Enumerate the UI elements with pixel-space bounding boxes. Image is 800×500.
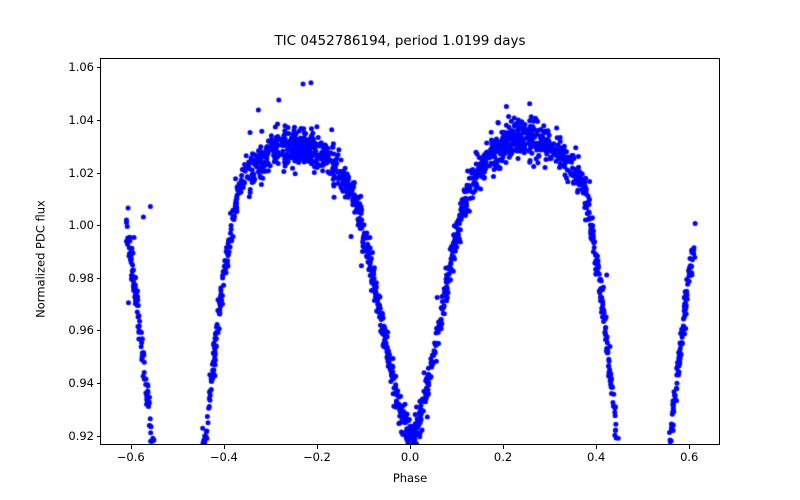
x-tick-label: 0.6 (680, 450, 699, 464)
y-tick-label: 0.92 (68, 428, 94, 443)
y-tick-label: 1.02 (68, 165, 94, 180)
y-tick-mark (96, 383, 100, 385)
x-tick-label: −0.4 (209, 450, 238, 464)
x-axis-label: Phase (392, 471, 428, 485)
x-tick-mark (316, 445, 318, 449)
y-axis-label: Normalized PDC flux (33, 199, 48, 318)
y-tick-mark (96, 172, 100, 174)
plot-area (100, 58, 720, 445)
y-tick-label: 1.00 (68, 218, 94, 233)
y-tick-label: 0.98 (68, 270, 94, 285)
x-tick-mark (503, 445, 505, 449)
y-tick-mark (96, 435, 100, 437)
y-tick-mark (96, 330, 100, 332)
y-tick-label: 1.04 (68, 112, 94, 127)
x-tick-mark (689, 445, 691, 449)
x-tick-label: 0.4 (587, 450, 606, 464)
x-tick-mark (130, 445, 132, 449)
x-tick-label: −0.2 (302, 450, 331, 464)
y-tick-label: 0.96 (68, 323, 94, 338)
x-tick-mark (410, 445, 411, 449)
y-tick-label: 0.94 (68, 376, 94, 391)
y-tick-label: 1.06 (68, 60, 94, 75)
y-tick-mark (96, 67, 100, 69)
y-tick-mark (96, 277, 100, 279)
x-tick-label: −0.6 (116, 450, 145, 464)
y-tick-mark (96, 225, 100, 227)
scatter-plot-canvas (101, 59, 719, 444)
chart-title: TIC 0452786194, period 1.0199 days (274, 33, 526, 49)
x-tick-label: 0.2 (493, 450, 513, 464)
x-tick-mark (596, 445, 598, 449)
y-tick-mark (96, 119, 100, 121)
x-tick-label: 0.0 (400, 450, 420, 464)
x-tick-mark (223, 445, 225, 449)
